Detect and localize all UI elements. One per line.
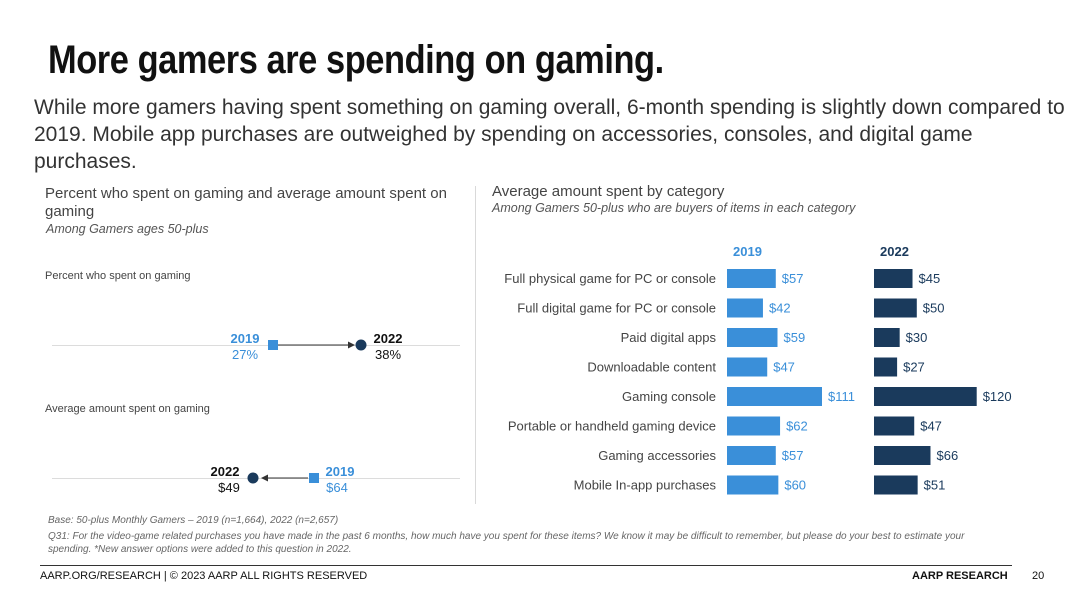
percent-2019-year: 2019 — [230, 331, 260, 346]
bar-2019-label: $57 — [782, 271, 804, 286]
category-label: Gaming console — [622, 389, 716, 404]
bar-2022-label: $66 — [936, 448, 958, 463]
bar-2022 — [874, 446, 931, 465]
page-title: More gamers are spending on gaming. — [48, 38, 664, 82]
bar-2019 — [727, 446, 776, 465]
amount-section-label: Average amount spent on gaming — [45, 403, 210, 415]
bar-2019 — [727, 328, 778, 347]
bar-2022-label: $120 — [983, 389, 1012, 404]
percent-2022-marker — [355, 339, 367, 351]
bar-2019 — [727, 357, 768, 377]
amount-2019-value: $64 — [326, 480, 348, 495]
question-footnote: Q31: For the video-game related purchase… — [48, 531, 965, 555]
page-number: 20 — [1032, 570, 1045, 582]
left-dumbbell-chart — [247, 339, 367, 484]
bar-2022 — [874, 387, 977, 406]
footer-left-text: AARP.ORG/RESEARCH | © 2023 AARP ALL RIGH… — [40, 570, 368, 582]
amount-2022-marker — [247, 472, 259, 484]
bar-2019 — [727, 298, 763, 318]
amount-2022-value: $49 — [218, 480, 240, 495]
bar-2019-label: $42 — [769, 301, 791, 316]
category-label: Gaming accessories — [598, 448, 716, 463]
bar-2019-label: $60 — [784, 478, 806, 493]
bar-2019 — [727, 387, 822, 406]
bar-2019-label: $47 — [773, 360, 795, 375]
right-panel-subtitle: Among Gamers 50-plus who are buyers of i… — [492, 201, 856, 215]
footer-rule — [40, 565, 1012, 566]
percent-2019-marker — [268, 340, 278, 350]
bar-2019-label: $111 — [828, 389, 855, 404]
category-label: Portable or handheld gaming device — [508, 419, 716, 434]
percent-2019-value: 27% — [231, 347, 259, 362]
left-panel-title: Percent who spent on gaming and average … — [45, 185, 447, 220]
amount-2019-marker — [309, 473, 319, 483]
amount-2022-year: 2022 — [210, 464, 240, 479]
bar-2022 — [874, 416, 915, 436]
series-2019-header: 2019 — [733, 244, 762, 259]
footer-brand: AARP RESEARCH — [912, 570, 1008, 582]
bar-2022 — [874, 357, 898, 377]
bar-2022 — [874, 328, 900, 347]
bar-2019 — [727, 416, 781, 436]
bar-2019-label: $62 — [786, 419, 808, 434]
category-bar-chart: 2019 2022 Full physical game for PC or con… — [504, 244, 1012, 495]
category-label: Paid digital apps — [621, 330, 717, 345]
bar-2022-label: $47 — [920, 419, 942, 434]
base-footnote: Base: 50-plus Monthly Gamers – 2019 (n=1… — [48, 515, 339, 526]
bar-2022-label: $50 — [923, 301, 945, 316]
bar-2019-label: $59 — [783, 330, 805, 345]
right-panel-title: Average amount spent by category — [492, 183, 725, 200]
series-2022-header: 2022 — [880, 244, 909, 259]
left-panel-subtitle: Among Gamers ages 50-plus — [46, 222, 209, 236]
bar-2022-label: $30 — [906, 330, 928, 345]
bar-2022 — [874, 269, 913, 288]
category-label: Full digital game for PC or console — [517, 301, 716, 316]
percent-2022-value: 38% — [374, 347, 402, 362]
bar-2019-label: $57 — [782, 448, 804, 463]
category-label: Downloadable content — [587, 360, 716, 375]
bar-2019 — [727, 475, 779, 495]
bar-2022-label: $45 — [919, 271, 941, 286]
bar-2022-label: $27 — [903, 360, 925, 375]
bar-2022-label: $51 — [924, 478, 946, 493]
bar-2019 — [727, 269, 776, 288]
percent-2022-year: 2022 — [373, 331, 403, 346]
panel-divider — [475, 186, 476, 504]
amount-2019-year: 2019 — [325, 464, 355, 479]
bar-2022 — [874, 475, 918, 495]
category-label: Mobile In-app purchases — [574, 478, 717, 493]
category-label: Full physical game for PC or console — [504, 271, 716, 286]
percent-baseline — [52, 345, 460, 346]
bar-2022 — [874, 298, 917, 318]
page-subtitle: While more gamers having spent something… — [34, 96, 1065, 173]
percent-section-label: Percent who spent on gaming — [45, 270, 191, 282]
